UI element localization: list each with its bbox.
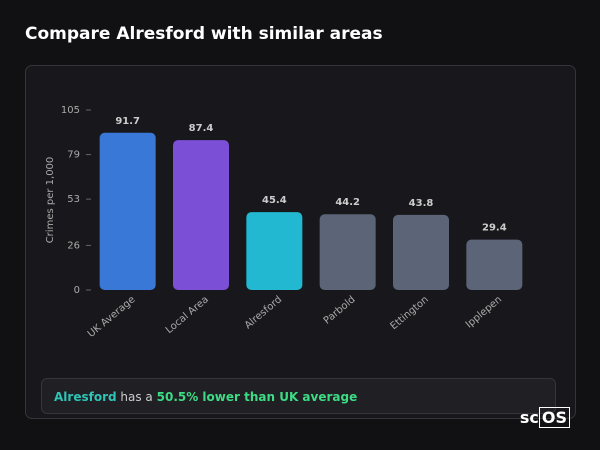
summary-connector: has a [120,390,153,404]
x-tick-label: Ipplepen [464,294,504,330]
y-tick-label: 26 [67,240,80,251]
summary-area: Alresford [54,390,117,404]
value-label: 43.8 [409,198,434,209]
summary: Alresford has a 50.5% lower than UK aver… [41,378,556,414]
x-tick-label: Alresford [243,294,284,331]
logo: sc OS [519,407,570,428]
page-title: Compare Alresford with similar areas [25,24,383,44]
x-tick-label: Ettington [389,294,431,332]
y-tick-label: 79 [67,150,80,161]
value-label: 91.7 [115,116,140,127]
y-axis-title: Crimes per 1,000 [45,157,56,244]
y-tick-label: 105 [61,105,80,116]
value-label: 87.4 [189,123,214,134]
logo-box: OS [538,407,570,428]
x-tick-label: UK Average [86,294,138,340]
bar [99,132,156,290]
bar [173,140,229,290]
logo-text: sc [519,408,539,427]
x-tick-label: Parbold [322,294,358,326]
x-tick-label: Local Area [164,294,211,336]
bar [246,212,303,290]
bar [466,239,523,290]
value-label: 44.2 [335,197,360,208]
bar [319,214,376,290]
value-label: 29.4 [482,223,507,234]
summary-highlight: 50.5% lower than UK average [156,390,358,404]
y-tick-label: 53 [67,194,80,205]
y-tick-label: 0 [74,285,80,296]
value-label: 45.4 [262,195,287,206]
bar [393,214,449,290]
